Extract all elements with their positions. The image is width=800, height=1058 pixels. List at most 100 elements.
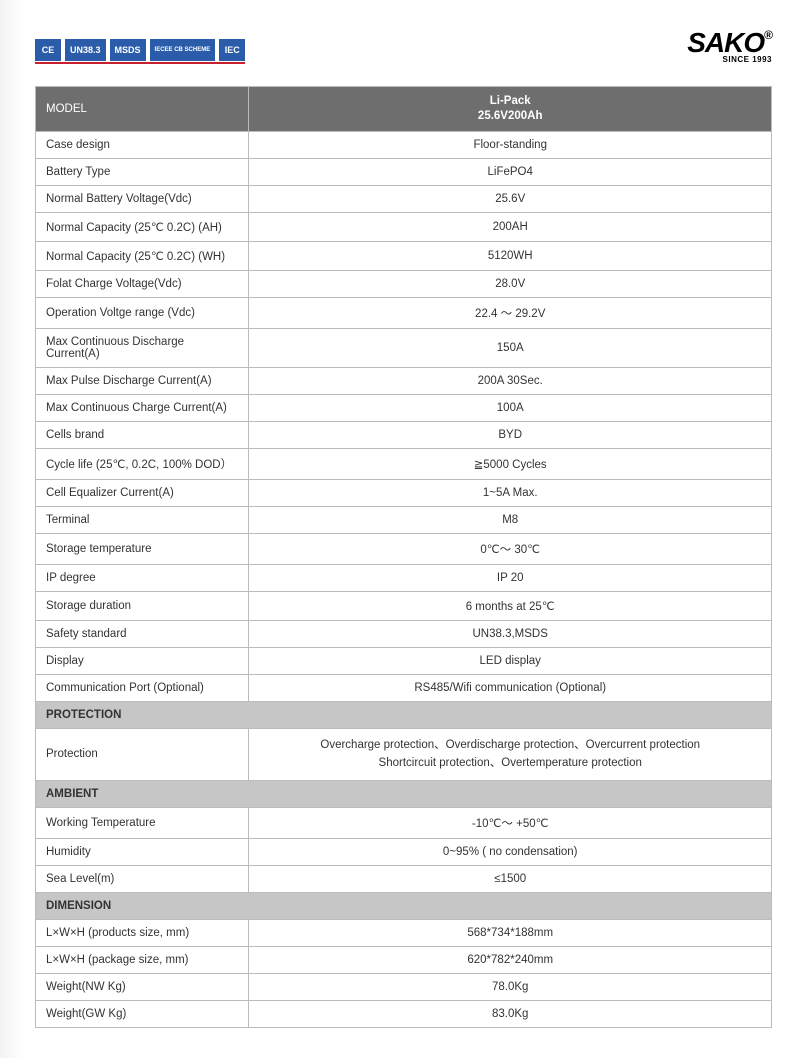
row-label: Sea Level(m) [36,865,249,892]
row-label: Max Pulse Discharge Current(A) [36,368,249,395]
section-title: AMBIENT [36,780,772,807]
row-label: Folat Charge Voltage(Vdc) [36,271,249,298]
row-value: 200AH [249,213,772,242]
table-row: Normal Capacity (25℃ 0.2C) (WH)5120WH [36,242,772,271]
badge-iecee: IECEE CB SCHEME [150,39,216,61]
row-value: RS485/Wifi communication (Optional) [249,675,772,702]
row-label: Humidity [36,838,249,865]
row-label: Storage temperature [36,534,249,565]
row-value: BYD [249,422,772,449]
row-label: Terminal [36,507,249,534]
section-header: DIMENSION [36,892,772,919]
row-value: LiFePO4 [249,159,772,186]
row-value: 150A [249,329,772,368]
top-bar: CE UN38.3 MSDS IECEE CB SCHEME IEC SAKO®… [35,30,772,64]
table-row: ProtectionOvercharge protection、Overdisc… [36,729,772,781]
row-label: Operation Voltge range (Vdc) [36,298,249,329]
row-value: M8 [249,507,772,534]
section-header: AMBIENT [36,780,772,807]
row-value: Floor-standing [249,132,772,159]
row-value: ≧5000 Cycles [249,449,772,480]
row-label: Max Continuous Discharge Current(A) [36,329,249,368]
table-row: Normal Battery Voltage(Vdc)25.6V [36,186,772,213]
table-row: Humidity0~95% ( no condensation) [36,838,772,865]
table-row: L×W×H (package size, mm)620*782*240mm [36,946,772,973]
row-value: LED display [249,648,772,675]
row-label: Weight(NW Kg) [36,973,249,1000]
row-value: Overcharge protection、Overdischarge prot… [249,729,772,781]
row-value: 22.4 ～ 29.2V [249,298,772,329]
table-row: Normal Capacity (25℃ 0.2C) (AH)200AH [36,213,772,242]
table-row: Cycle life (25℃, 0.2C, 100% DOD）≧5000 Cy… [36,449,772,480]
table-row: Working Temperature-10℃～ +50℃ [36,807,772,838]
row-label: IP degree [36,565,249,592]
row-value: IP 20 [249,565,772,592]
row-label: Normal Battery Voltage(Vdc) [36,186,249,213]
spec-sheet: CE UN38.3 MSDS IECEE CB SCHEME IEC SAKO®… [0,0,800,1058]
row-label: Normal Capacity (25℃ 0.2C) (WH) [36,242,249,271]
badge-un383: UN38.3 [65,39,106,61]
logo-main: SAKO® [687,30,772,55]
table-row: Operation Voltge range (Vdc)22.4 ～ 29.2V [36,298,772,329]
row-value: 100A [249,395,772,422]
row-label: Normal Capacity (25℃ 0.2C) (AH) [36,213,249,242]
row-label: Protection [36,729,249,781]
table-row: Sea Level(m)≤1500 [36,865,772,892]
row-value: 6 months at 25℃ [249,592,772,621]
row-value: ≤1500 [249,865,772,892]
row-label: Weight(GW Kg) [36,1000,249,1027]
row-value: 0~95% ( no condensation) [249,838,772,865]
table-row: Weight(NW Kg)78.0Kg [36,973,772,1000]
table-row: Max Continuous Charge Current(A)100A [36,395,772,422]
row-label: Communication Port (Optional) [36,675,249,702]
table-row: Cell Equalizer Current(A)1~5A Max. [36,480,772,507]
row-value: 25.6V [249,186,772,213]
badge-msds: MSDS [110,39,146,61]
table-header-row: MODEL Li-Pack 25.6V200Ah [36,87,772,132]
table-row: Max Pulse Discharge Current(A)200A 30Sec… [36,368,772,395]
table-row: L×W×H (products size, mm)568*734*188mm [36,919,772,946]
row-value: 28.0V [249,271,772,298]
section-title: PROTECTION [36,702,772,729]
row-value: 568*734*188mm [249,919,772,946]
row-label: Max Continuous Charge Current(A) [36,395,249,422]
row-label: L×W×H (products size, mm) [36,919,249,946]
table-row: Max Continuous Discharge Current(A)150A [36,329,772,368]
table-row: Battery TypeLiFePO4 [36,159,772,186]
row-label: Storage duration [36,592,249,621]
row-label: Cycle life (25℃, 0.2C, 100% DOD） [36,449,249,480]
brand-logo: SAKO® SINCE 1993 [687,30,772,64]
row-label: Battery Type [36,159,249,186]
section-header: PROTECTION [36,702,772,729]
table-row: Case designFloor-standing [36,132,772,159]
table-row: Weight(GW Kg)83.0Kg [36,1000,772,1027]
section-title: DIMENSION [36,892,772,919]
table-row: TerminalM8 [36,507,772,534]
row-value: UN38.3,MSDS [249,621,772,648]
table-row: Folat Charge Voltage(Vdc)28.0V [36,271,772,298]
table-row: Safety standardUN38.3,MSDS [36,621,772,648]
row-value: 78.0Kg [249,973,772,1000]
row-value: 83.0Kg [249,1000,772,1027]
header-value: Li-Pack 25.6V200Ah [249,87,772,132]
table-row: Cells brandBYD [36,422,772,449]
row-label: Case design [36,132,249,159]
row-value: -10℃～ +50℃ [249,807,772,838]
row-value: 5120WH [249,242,772,271]
row-label: Working Temperature [36,807,249,838]
table-row: Storage duration6 months at 25℃ [36,592,772,621]
row-label: L×W×H (package size, mm) [36,946,249,973]
row-value: 0℃～ 30℃ [249,534,772,565]
row-value: 200A 30Sec. [249,368,772,395]
badge-ce: CE [35,39,61,61]
cert-badges: CE UN38.3 MSDS IECEE CB SCHEME IEC [35,39,245,64]
row-label: Safety standard [36,621,249,648]
registered-mark: ® [764,28,772,42]
table-row: IP degreeIP 20 [36,565,772,592]
row-value: 620*782*240mm [249,946,772,973]
row-value: 1~5A Max. [249,480,772,507]
table-row: Communication Port (Optional)RS485/Wifi … [36,675,772,702]
header-label: MODEL [36,87,249,132]
badge-iec: IEC [219,39,245,61]
spec-table: MODEL Li-Pack 25.6V200Ah Case designFloo… [35,86,772,1028]
